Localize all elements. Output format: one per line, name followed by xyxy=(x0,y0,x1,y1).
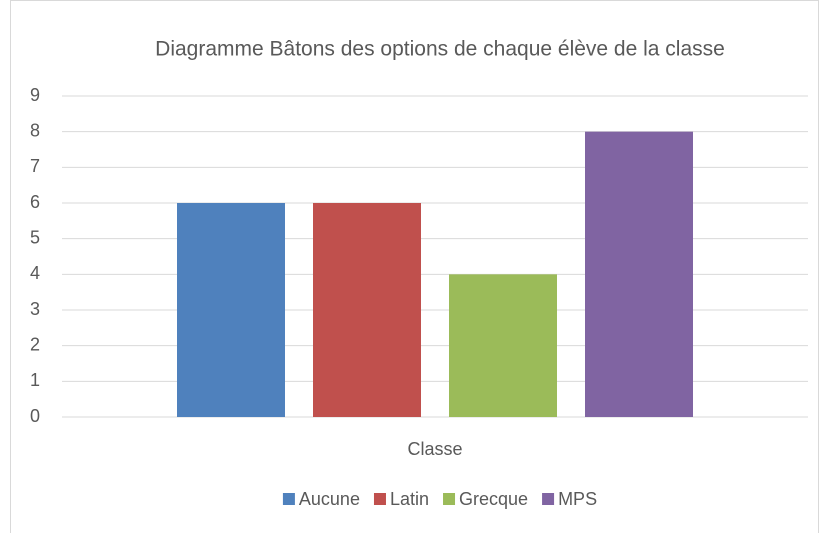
legend-swatch xyxy=(542,493,555,505)
legend-label: Latin xyxy=(390,489,429,509)
legend-swatch xyxy=(282,493,295,505)
legend-swatch xyxy=(443,493,456,505)
x-tick-label: Classe xyxy=(407,439,462,459)
y-tick-label: 1 xyxy=(30,370,40,390)
y-tick-label: 7 xyxy=(30,156,40,176)
y-tick-label: 9 xyxy=(30,85,40,105)
bar xyxy=(177,203,285,417)
legend-label: Aucune xyxy=(299,489,360,509)
bar xyxy=(585,131,693,417)
y-tick-label: 3 xyxy=(30,299,40,319)
chart-title: Diagramme Bâtons des options de chaque é… xyxy=(155,38,725,61)
y-tick-label: 5 xyxy=(30,227,40,247)
y-tick-label: 8 xyxy=(30,120,40,140)
bar xyxy=(449,274,557,417)
y-tick-label: 4 xyxy=(30,263,40,283)
y-tick-label: 6 xyxy=(30,192,40,212)
bar xyxy=(313,203,421,417)
y-tick-label: 2 xyxy=(30,334,40,354)
legend-label: Grecque xyxy=(459,489,528,509)
legend-label: MPS xyxy=(558,489,597,509)
legend-swatch xyxy=(373,493,386,505)
y-tick-label: 0 xyxy=(30,406,40,426)
